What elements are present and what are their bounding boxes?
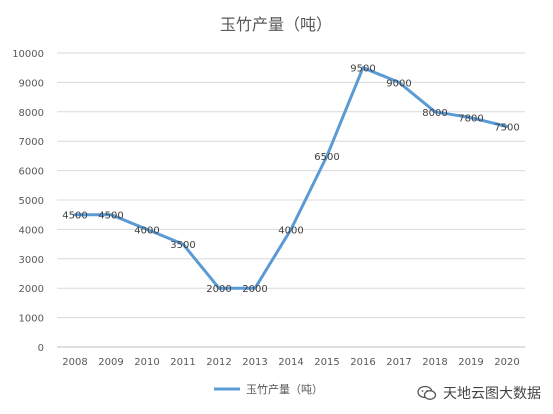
y-tick-label: 7000 (19, 137, 44, 148)
y-tick-label: 3000 (19, 255, 44, 266)
data-label: 8000 (422, 108, 447, 119)
y-tick-label: 10000 (12, 49, 44, 60)
data-label: 3500 (170, 240, 195, 251)
y-tick-label: 5000 (19, 196, 44, 207)
data-label: 4500 (62, 211, 87, 222)
y-tick-label: 2000 (19, 284, 44, 295)
data-label: 9000 (386, 78, 411, 89)
y-tick-label: 0 (38, 343, 44, 354)
x-tick-label: 2014 (278, 357, 303, 368)
data-label: 2000 (242, 284, 267, 295)
data-label: 7500 (494, 123, 519, 134)
x-axis: 2008 2009 2010 2011 2012 2013 2014 2015 2016 2017… (57, 346, 525, 368)
wechat-icon (417, 385, 437, 401)
chart-title: 玉竹产量（吨） (220, 15, 332, 34)
watermark: 天地云图大数据 (417, 383, 541, 403)
x-tick-label: 2010 (134, 357, 159, 368)
x-tick-label: 2016 (350, 357, 375, 368)
y-tick-label: 6000 (19, 167, 44, 178)
y-tick-label: 4000 (19, 225, 44, 236)
x-tick-label: 2013 (242, 357, 267, 368)
data-label: 9500 (350, 64, 375, 75)
data-label: 4500 (98, 211, 123, 222)
y-axis: 0 1000 2000 3000 4000 5000 6000 7000 8000 9000 100… (12, 49, 44, 354)
y-tick-label: 1000 (19, 314, 44, 325)
data-label: 4000 (278, 225, 303, 236)
series-plot: 4500 4500 4000 3500 2000 2000 4000 6500 9500 9000… (62, 64, 519, 296)
x-tick-label: 2017 (386, 357, 411, 368)
x-tick-label: 2009 (98, 357, 123, 368)
x-tick-label: 2018 (422, 357, 447, 368)
series-line (73, 66, 509, 290)
x-tick-label: 2019 (458, 357, 483, 368)
x-tick-label: 2015 (314, 357, 339, 368)
data-label: 2000 (206, 284, 231, 295)
data-label: 7800 (458, 114, 483, 125)
x-tick-label: 2011 (170, 357, 195, 368)
watermark-text: 天地云图大数据 (443, 386, 541, 402)
data-label: 4000 (134, 225, 159, 236)
legend-label: 玉竹产量（吨） (246, 382, 323, 396)
x-tick-label: 2008 (62, 357, 87, 368)
x-tick-label: 2020 (494, 357, 519, 368)
y-tick-label: 8000 (19, 108, 44, 119)
x-tick-label: 2012 (206, 357, 231, 368)
legend[interactable]: 玉竹产量（吨） (214, 382, 323, 396)
data-label: 6500 (314, 152, 339, 163)
y-tick-label: 9000 (19, 78, 44, 89)
gridlines (57, 52, 525, 319)
